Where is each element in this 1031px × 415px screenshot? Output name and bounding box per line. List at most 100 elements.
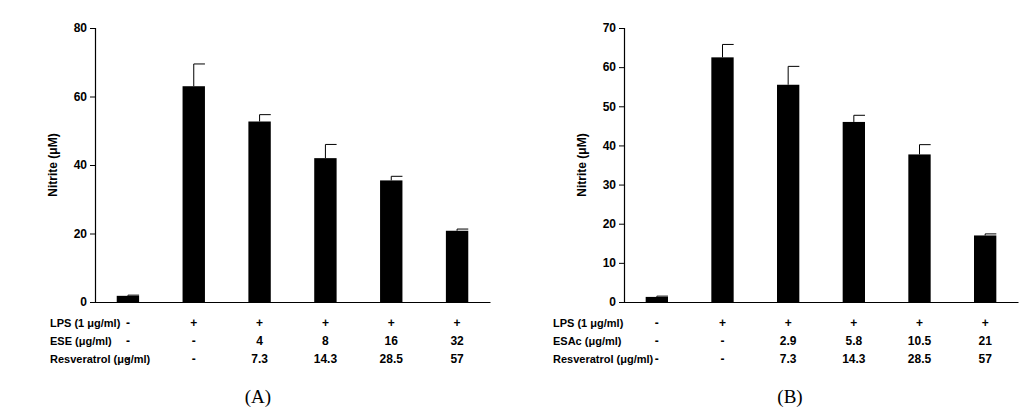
y-tick-label: 40 (74, 158, 88, 172)
panel-title: (B) (777, 386, 802, 408)
error-cap (985, 233, 996, 234)
row-cell: 2.9 (780, 334, 797, 348)
error-stem (259, 115, 260, 122)
error-bar (854, 115, 865, 122)
y-tick-label: 70 (603, 21, 617, 35)
error-stem (193, 64, 194, 86)
bar (248, 122, 270, 302)
x-axis-line (625, 302, 1019, 303)
y-tick-label: 0 (80, 295, 87, 309)
error-stem (853, 115, 854, 122)
y-tick-label: 10 (603, 256, 617, 270)
error-bar (920, 145, 931, 155)
row-cell: - (192, 334, 196, 348)
row-cell: - (126, 334, 130, 348)
plot-area (117, 64, 469, 302)
y-tick: 40 (603, 139, 624, 153)
row-cell: - (655, 334, 659, 348)
y-tick: 20 (74, 227, 95, 241)
row-cell: 57 (450, 352, 464, 366)
row-cell: - (721, 334, 725, 348)
error-cap (325, 144, 336, 145)
row-cell: - (655, 316, 659, 330)
row-cell: 57 (978, 352, 992, 366)
row-cell: - (721, 352, 725, 366)
y-tick-label: 80 (74, 21, 88, 35)
y-tick-label: 30 (603, 178, 617, 192)
bar (183, 86, 205, 302)
y-tick: 30 (603, 178, 624, 192)
bar (908, 154, 930, 302)
row-cell: + (850, 316, 857, 330)
x-axis (96, 302, 491, 303)
row-cell: 10.5 (908, 334, 932, 348)
y-tick: 0 (80, 295, 95, 309)
row-cell: - (655, 352, 659, 366)
x-axis-line (96, 302, 491, 303)
error-stem (919, 145, 920, 155)
y-tick: 20 (603, 217, 624, 231)
y-tick: 60 (603, 60, 624, 74)
row-cell: + (256, 316, 263, 330)
row-cell: 4 (256, 334, 263, 348)
row-cell: + (388, 316, 395, 330)
row-cell: + (916, 316, 923, 330)
error-cap (788, 66, 799, 67)
row-label: LPS (1 μg/ml) (553, 317, 624, 329)
row-cell: 5.8 (845, 334, 862, 348)
error-cap (920, 144, 931, 145)
y-tick-mark (619, 263, 624, 264)
bar (446, 231, 468, 302)
error-stem (788, 66, 789, 84)
row-cell: 14.3 (842, 352, 866, 366)
y-tick: 70 (603, 21, 624, 35)
error-cap (657, 296, 668, 297)
error-stem (722, 44, 723, 57)
error-bar (657, 296, 668, 298)
y-axis: 0 10 20 30 40 50 60 70 (603, 21, 625, 309)
y-tick-mark (619, 302, 624, 303)
row-label: LPS (1 μg/ml) (50, 317, 121, 329)
error-bar (325, 144, 336, 158)
y-axis-title: Nitrite (μM) (46, 133, 60, 196)
y-tick-mark (619, 145, 624, 146)
y-tick-mark (90, 165, 95, 166)
y-axis: 020406080 (74, 21, 96, 309)
row-label: ESAc (μg/ml) (553, 335, 622, 347)
row-cell: + (719, 316, 726, 330)
row-cell: + (190, 316, 197, 330)
row-label: Resveratrol (μg/ml) (553, 353, 654, 365)
y-tick-label: 60 (603, 60, 617, 74)
y-tick-label: 50 (603, 100, 617, 114)
error-stem (325, 144, 326, 158)
y-tick-label: 0 (609, 295, 616, 309)
y-tick-mark (90, 97, 95, 98)
bar (843, 122, 865, 302)
y-axis-line (619, 29, 625, 303)
error-bar (194, 64, 205, 86)
error-bar (128, 295, 139, 297)
bar (117, 296, 139, 302)
y-tick-mark (90, 28, 95, 29)
error-cap (457, 229, 468, 230)
y-tick-mark (619, 106, 624, 107)
error-cap (391, 176, 402, 177)
error-stem (391, 176, 392, 180)
row-cell: 8 (322, 334, 329, 348)
error-cap (194, 63, 205, 64)
bar (314, 158, 336, 302)
y-tick-label: 40 (603, 139, 617, 153)
y-tick-mark (619, 185, 624, 186)
row-cell: 28.5 (908, 352, 932, 366)
error-bar (723, 44, 734, 57)
y-tick: 0 (609, 295, 624, 309)
x-axis (625, 302, 1019, 303)
row-cell: 7.3 (780, 352, 797, 366)
error-bar (788, 66, 799, 84)
bar (380, 180, 402, 302)
y-tick: 40 (74, 158, 95, 172)
row-cell: - (192, 352, 196, 366)
row-label: Resveratrol (μg/ml) (50, 353, 151, 365)
bar (646, 297, 668, 302)
error-bar (260, 115, 271, 122)
